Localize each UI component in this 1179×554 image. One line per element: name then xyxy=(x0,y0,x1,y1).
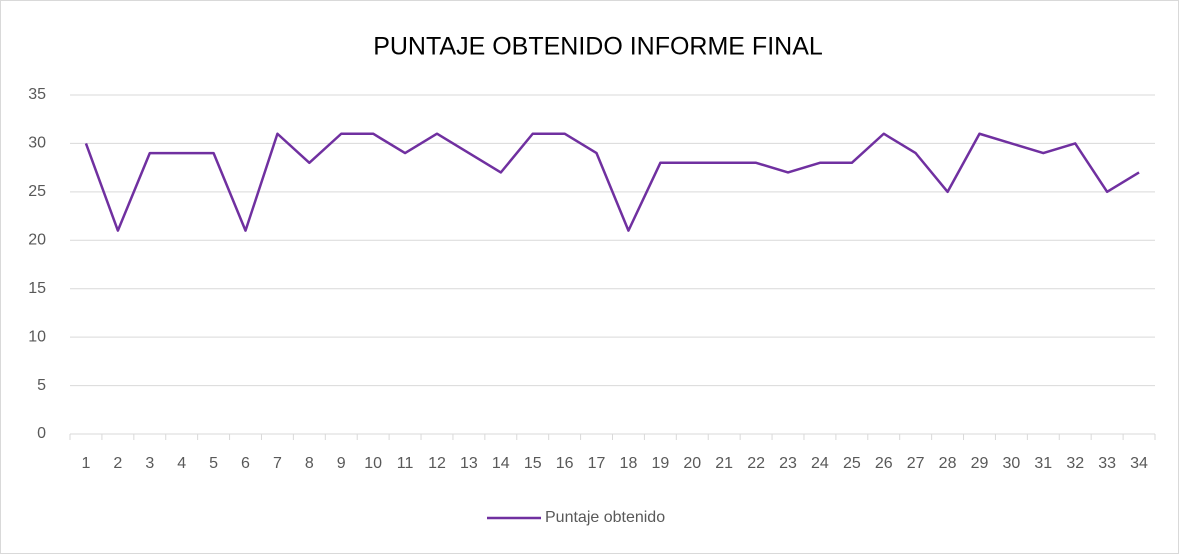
x-tick-label: 12 xyxy=(428,455,446,472)
x-tick-label: 17 xyxy=(588,455,606,472)
x-tick-label: 29 xyxy=(971,455,989,472)
x-tick-label: 11 xyxy=(397,455,414,472)
y-tick-label: 20 xyxy=(28,232,46,249)
x-tick-label: 14 xyxy=(492,455,510,472)
y-tick-label: 35 xyxy=(28,86,46,103)
x-tick-label: 21 xyxy=(715,455,733,472)
y-tick-label: 5 xyxy=(37,377,46,394)
x-tick-label: 8 xyxy=(305,455,314,472)
x-tick-label: 25 xyxy=(843,455,861,472)
x-tick-label: 30 xyxy=(1002,455,1020,472)
y-tick-label: 0 xyxy=(37,425,46,442)
y-tick-label: 30 xyxy=(28,135,46,152)
x-tick-label: 20 xyxy=(683,455,701,472)
x-tick-label: 26 xyxy=(875,455,893,472)
x-tick-label: 27 xyxy=(907,455,925,472)
x-tick-label: 23 xyxy=(779,455,797,472)
x-tick-label: 9 xyxy=(337,455,346,472)
y-tick-label: 15 xyxy=(28,280,46,297)
series-line xyxy=(84,132,1140,232)
x-tick-label: 1 xyxy=(82,455,91,472)
x-tick-label: 18 xyxy=(620,455,638,472)
x-tick-label: 22 xyxy=(747,455,765,472)
x-tick-label: 3 xyxy=(145,455,154,472)
x-tick-label: 31 xyxy=(1034,455,1052,472)
x-tick-label: 19 xyxy=(651,455,669,472)
legend-label: Puntaje obtenido xyxy=(545,509,665,526)
x-tick-label: 7 xyxy=(273,455,282,472)
x-tick-label: 4 xyxy=(177,455,186,472)
x-tick-label: 2 xyxy=(113,455,122,472)
x-tick-label: 28 xyxy=(939,455,957,472)
chart-title: PUNTAJE OBTENIDO INFORME FINAL xyxy=(373,33,823,61)
x-tick-label: 6 xyxy=(241,455,250,472)
y-tick-label: 10 xyxy=(28,328,46,345)
x-tick-label: 34 xyxy=(1130,455,1148,472)
y-tick-label: 25 xyxy=(28,183,46,200)
x-tick-label: 24 xyxy=(811,455,829,472)
x-tick-label: 5 xyxy=(209,455,218,472)
x-tick-label: 33 xyxy=(1098,455,1116,472)
x-tick-label: 10 xyxy=(364,455,382,472)
x-tick-label: 32 xyxy=(1066,455,1084,472)
x-tick-label: 16 xyxy=(556,455,574,472)
x-tick-label: 13 xyxy=(460,455,478,472)
x-tick-label: 15 xyxy=(524,455,542,472)
